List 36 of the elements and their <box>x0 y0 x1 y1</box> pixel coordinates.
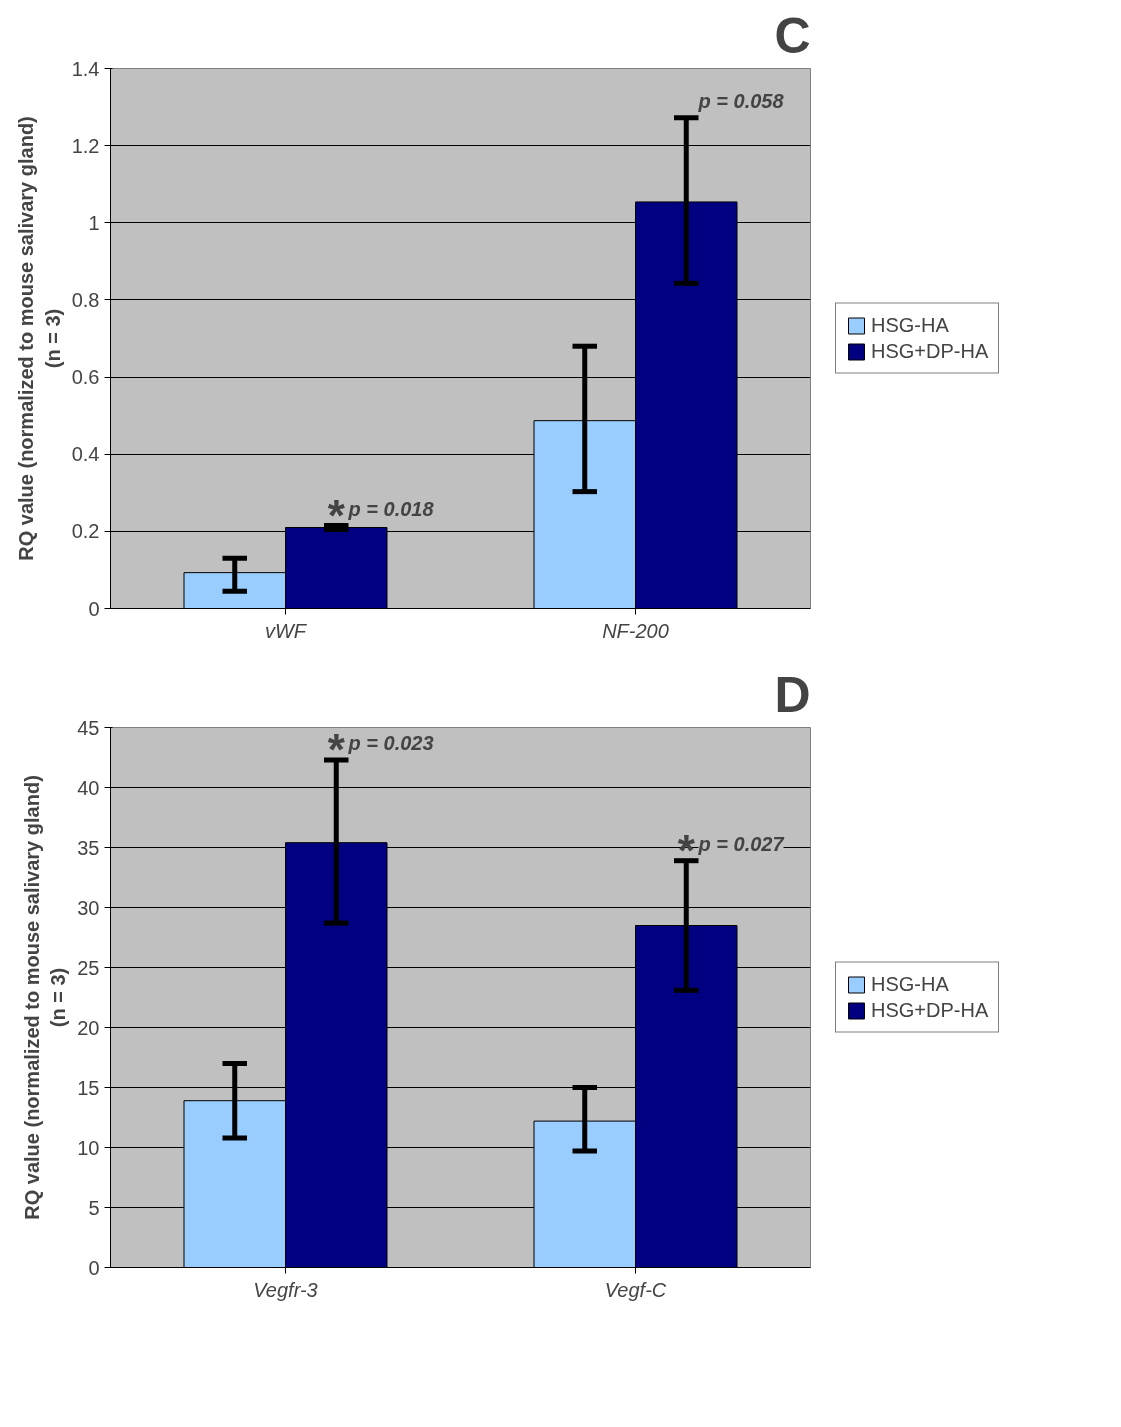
y-tick-label: 0 <box>88 1256 100 1279</box>
y-tick-label: 35 <box>77 836 100 859</box>
y-tick-label: 1.2 <box>71 134 100 157</box>
x-tick-label: vWF <box>264 619 308 642</box>
legend-label: HSG-HA <box>871 313 949 337</box>
annotation: p = 0.027 <box>697 832 785 855</box>
annotation: p = 0.023 <box>347 731 434 754</box>
y-tick-label: 0.2 <box>71 520 100 543</box>
y-tick-label: 0.6 <box>71 366 100 389</box>
y-tick-label: 25 <box>77 956 100 979</box>
y-tick-label: 30 <box>77 896 100 919</box>
y-tick-label: 1.4 <box>71 57 100 80</box>
x-tick-label: Vegfr-3 <box>253 1278 318 1301</box>
x-tick-label: Vegf-C <box>604 1278 667 1301</box>
y-tick-label: 15 <box>77 1076 100 1099</box>
y-tick-label: 1 <box>88 211 100 234</box>
legend-label: HSG+DP-HA <box>871 339 989 363</box>
y-tick-label: 0 <box>88 597 100 620</box>
y-tick-label: 0.8 <box>71 288 100 311</box>
y-tick-label: 5 <box>88 1196 100 1219</box>
annotation: * <box>327 491 346 541</box>
chart-title: D <box>774 666 811 723</box>
y-tick-label: 10 <box>77 1136 100 1159</box>
annotation: * <box>327 725 346 775</box>
legend-label: HSG+DP-HA <box>871 998 989 1022</box>
y-tick-label: 20 <box>77 1016 100 1039</box>
y-tick-label: 45 <box>77 716 100 739</box>
y-axis-title: RQ value (normalized to mouse salivary gland) (n = 3) <box>20 775 70 1220</box>
x-tick-label: NF-200 <box>602 619 669 642</box>
chart-title: C <box>774 7 811 64</box>
annotation: p = 0.018 <box>347 497 435 520</box>
y-axis-title: RQ value (normalized to mouse salivary gland) (n = 3) <box>15 116 64 561</box>
legend-label: HSG-HA <box>871 972 949 996</box>
y-tick-label: 40 <box>77 776 100 799</box>
annotation: p = 0.058 <box>697 89 785 112</box>
y-tick-label: 0.4 <box>71 443 100 466</box>
